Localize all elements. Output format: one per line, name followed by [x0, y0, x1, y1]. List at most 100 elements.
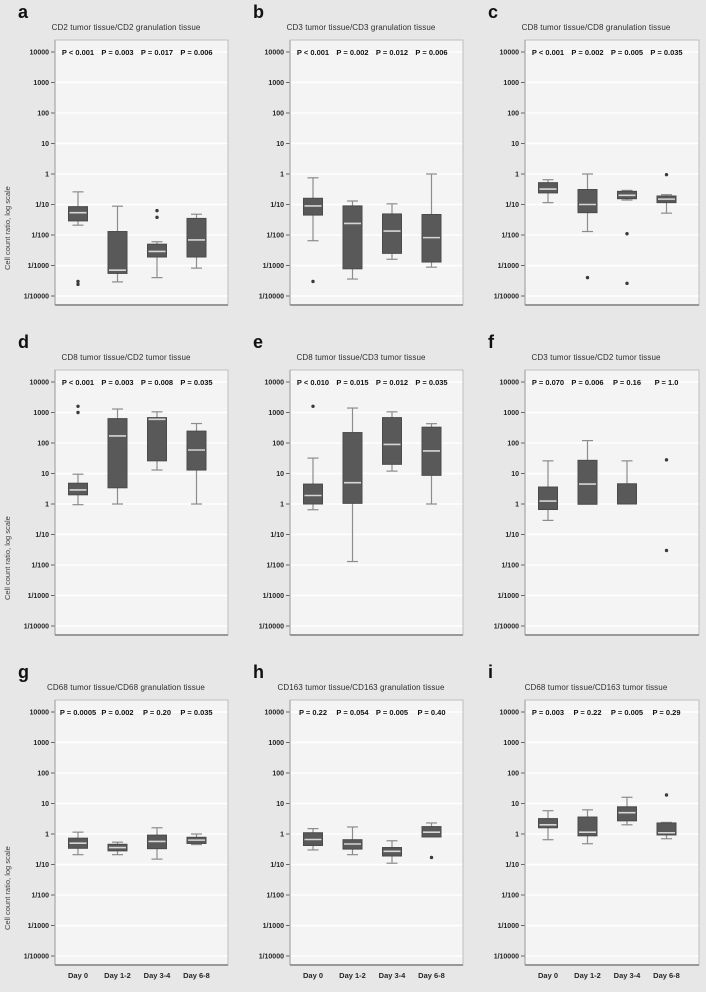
panel-letter-b: b	[253, 2, 264, 22]
y-tick-label: 1/10	[505, 202, 519, 209]
p-value: P < 0.001	[297, 48, 329, 57]
p-value: P = 0.002	[336, 48, 368, 57]
x-category-label: Day 6-8	[418, 971, 445, 980]
panel-f: f CD3 tumor tissue/CD2 tumor tissue 10000 1…	[470, 330, 706, 660]
y-tick-label: 100	[507, 111, 519, 118]
p-value: P = 0.012	[376, 378, 408, 387]
y-tick-label: 1/10000	[259, 624, 284, 631]
p-value: P = 0.22	[573, 708, 601, 717]
y-tick-label: 100	[272, 441, 284, 448]
y-tick-label: 10	[41, 801, 49, 808]
y-tick-label: 1000	[503, 740, 519, 747]
box	[68, 482, 88, 496]
y-tick-label: 1/1000	[28, 923, 50, 930]
p-value: P < 0.010	[297, 378, 329, 387]
outlier-point	[664, 458, 669, 462]
x-category-label: Day 0	[303, 971, 323, 980]
box	[382, 213, 402, 254]
y-tick-label: 1000	[268, 410, 284, 417]
x-category-label: Day 3-4	[144, 971, 172, 980]
p-value: P = 0.29	[652, 708, 680, 717]
y-tick-label: 1	[280, 832, 284, 839]
y-tick-label: 10	[511, 471, 519, 478]
plot-area	[524, 39, 700, 306]
y-tick-label: 100	[37, 441, 49, 448]
y-tick-label: 1/1000	[263, 923, 285, 930]
panel-plot-d: 10000 1000 100 10 1 1/10 1/100 1/1000 1/10000 P <…	[24, 369, 229, 636]
x-category-label: Day 6-8	[653, 971, 680, 980]
panel-d: d CD8 tumor tissue/CD2 tumor tissue Cell c…	[0, 330, 235, 660]
y-tick-label: 10000	[30, 50, 50, 57]
plot-area	[54, 39, 229, 306]
box	[656, 822, 677, 836]
x-category-label: Day 3-4	[379, 971, 407, 980]
panel-plot-a: 10000 1000 100 10 1 1/10 1/100 1/1000 1/10000 P <…	[24, 39, 229, 306]
box	[342, 205, 363, 270]
panel-letter-c: c	[488, 2, 499, 22]
p-value: P = 0.035	[180, 708, 212, 717]
y-tick-label: 10000	[500, 380, 520, 387]
y-tick-label: 1/1000	[498, 923, 520, 930]
p-value: P = 0.002	[101, 708, 133, 717]
outlier-point	[664, 793, 669, 797]
panel-plot-h: 10000 1000 100 10 1 1/10 1/100 1/1000 1/10000 P =…	[259, 699, 464, 980]
panel-title: CD3 tumor tissue/CD3 granulation tissue	[286, 23, 436, 32]
outlier-point	[155, 215, 159, 220]
y-tick-label: 10	[276, 801, 284, 808]
panel-i: i CD68 tumor tissue/CD163 tumor tissue 100…	[470, 660, 706, 992]
box	[303, 483, 323, 505]
panel-plot-f: 10000 1000 100 10 1 1/10 1/100 1/1000 1/10000 P =…	[494, 369, 700, 636]
outlier-point	[625, 232, 629, 236]
y-tick-label: 1000	[33, 410, 49, 417]
y-tick-label: 10000	[500, 50, 520, 57]
y-tick-label: 1/100	[266, 563, 284, 570]
y-tick-label: 1/100	[31, 893, 49, 900]
outlier-point	[311, 279, 315, 284]
y-tick-label: 1/10000	[494, 294, 519, 301]
p-value: P = 0.054	[336, 708, 369, 717]
outlier-point	[585, 275, 590, 280]
x-category-label: Day 1-2	[339, 971, 366, 980]
panel-g: g CD68 tumor tissue/CD68 granulation tiss…	[0, 660, 235, 992]
panel-title: CD68 tumor tissue/CD163 tumor tissue	[524, 683, 668, 692]
panel-h: h CD163 tumor tissue/CD163 granulation ti…	[235, 660, 470, 992]
panel-e: e CD8 tumor tissue/CD3 tumor tissue 10000 1…	[235, 330, 470, 660]
outlier-point	[664, 172, 669, 177]
y-tick-label: 1000	[33, 740, 49, 747]
y-tick-label: 1/10	[35, 862, 49, 869]
p-value: P = 0.005	[611, 708, 643, 717]
y-tick-label: 1/100	[501, 563, 519, 570]
y-tick-label: 100	[37, 771, 49, 778]
panel-title: CD68 tumor tissue/CD68 granulation tissu…	[47, 683, 205, 692]
p-value: P = 0.006	[415, 48, 447, 57]
y-tick-label: 1/10	[270, 862, 284, 869]
y-tick-label: 1	[45, 172, 49, 179]
panel-plot-i: 10000 1000 100 10 1 1/10 1/100 1/1000 1/10000 P =…	[494, 699, 700, 980]
box	[68, 206, 88, 222]
y-tick-label: 1/10000	[259, 294, 284, 301]
y-tick-label: 1/100	[266, 893, 284, 900]
panel-title: CD8 tumor tissue/CD2 tumor tissue	[61, 353, 191, 362]
p-value: P = 0.035	[415, 378, 447, 387]
y-tick-label: 10000	[30, 380, 50, 387]
y-tick-label: 10000	[500, 710, 520, 717]
y-tick-label: 1/10	[505, 532, 519, 539]
y-tick-label: 1/1000	[263, 263, 285, 270]
y-tick-label: 1/100	[266, 233, 284, 240]
y-tick-label: 100	[507, 441, 519, 448]
panel-letter-i: i	[488, 662, 494, 682]
y-tick-label: 1000	[503, 80, 519, 87]
panel-title: CD2 tumor tissue/CD2 granulation tissue	[51, 23, 201, 32]
panel-title: CD8 tumor tissue/CD8 granulation tissue	[521, 23, 671, 32]
p-value: P < 0.001	[532, 48, 564, 57]
plot-area	[54, 369, 229, 636]
y-tick-label: 10000	[30, 710, 50, 717]
y-tick-label: 10	[276, 471, 284, 478]
y-tick-label: 1/100	[501, 233, 519, 240]
y-tick-label: 1	[280, 172, 284, 179]
p-value: P < 0.001	[62, 48, 94, 57]
p-value: P = 0.035	[650, 48, 682, 57]
p-value: P = 0.0005	[60, 708, 96, 717]
y-tick-label: 1/100	[31, 233, 49, 240]
box	[577, 816, 598, 837]
